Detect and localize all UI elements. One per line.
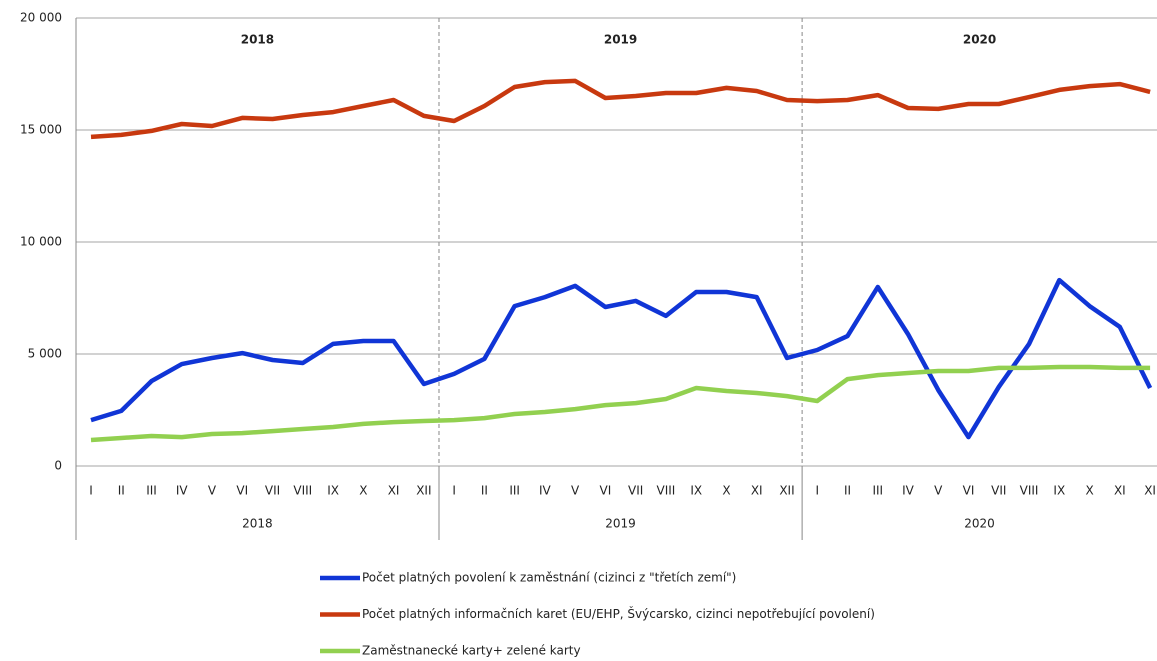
x-tick-label: III <box>509 484 520 498</box>
x-tick-label: VIII <box>293 484 312 498</box>
group-label: 2019 <box>605 517 636 531</box>
x-tick-label: II <box>118 484 125 498</box>
x-tick-label: III <box>146 484 157 498</box>
x-tick-label: VIII <box>657 484 676 498</box>
x-tick-label: XII <box>779 484 794 498</box>
x-tick-label: II <box>844 484 851 498</box>
x-tick-label: VII <box>265 484 280 498</box>
x-tick-label: XI <box>1144 484 1156 498</box>
x-tick-label: I <box>452 484 456 498</box>
x-tick-label: X <box>359 484 367 498</box>
x-tick-label: X <box>722 484 730 498</box>
series-line <box>90 277 1153 440</box>
x-tick-label: XII <box>416 484 431 498</box>
x-tick-label: IX <box>690 484 702 498</box>
x-tick-label: IV <box>539 484 552 498</box>
x-tick-label: V <box>934 484 943 498</box>
group-label-top: 2020 <box>963 33 996 47</box>
x-tick-label: III <box>872 484 883 498</box>
x-tick-label: V <box>571 484 580 498</box>
group-label: 2018 <box>242 517 273 531</box>
x-tick-label: VII <box>991 484 1006 498</box>
x-tick-label: VII <box>628 484 643 498</box>
series-line <box>90 78 1151 140</box>
x-tick-label: IV <box>902 484 915 498</box>
x-tick-label: IX <box>1053 484 1065 498</box>
x-tick-label: XI <box>751 484 763 498</box>
x-tick-label: VI <box>600 484 612 498</box>
group-label-top: 2019 <box>604 33 637 47</box>
x-tick-label: VIII <box>1020 484 1039 498</box>
x-tick-label: XI <box>1114 484 1126 498</box>
x-tick-label: IV <box>176 484 189 498</box>
y-tick-label: 15 000 <box>20 123 62 137</box>
x-tick-label: IX <box>327 484 339 498</box>
legend-label: Počet platných povolení k zaměstnání (ci… <box>362 571 736 585</box>
legend-label: Počet platných informačních karet (EU/EH… <box>362 606 875 621</box>
group-label: 2020 <box>964 517 995 531</box>
x-tick-label: I <box>815 484 819 498</box>
x-tick-label: VI <box>963 484 975 498</box>
x-tick-label: II <box>481 484 488 498</box>
x-tick-label: X <box>1085 484 1093 498</box>
x-tick-label: I <box>89 484 93 498</box>
y-tick-label: 5 000 <box>28 347 62 361</box>
legend-label: Zaměstnanecké karty+ zelené karty <box>362 644 581 658</box>
x-tick-label: VI <box>236 484 248 498</box>
y-tick-label: 0 <box>54 459 62 473</box>
group-label-top: 2018 <box>241 33 274 47</box>
series-line <box>90 364 1151 443</box>
x-tick-label: V <box>208 484 217 498</box>
y-tick-label: 10 000 <box>20 235 62 249</box>
y-tick-label: 20 000 <box>20 11 62 25</box>
x-tick-label: XI <box>388 484 400 498</box>
